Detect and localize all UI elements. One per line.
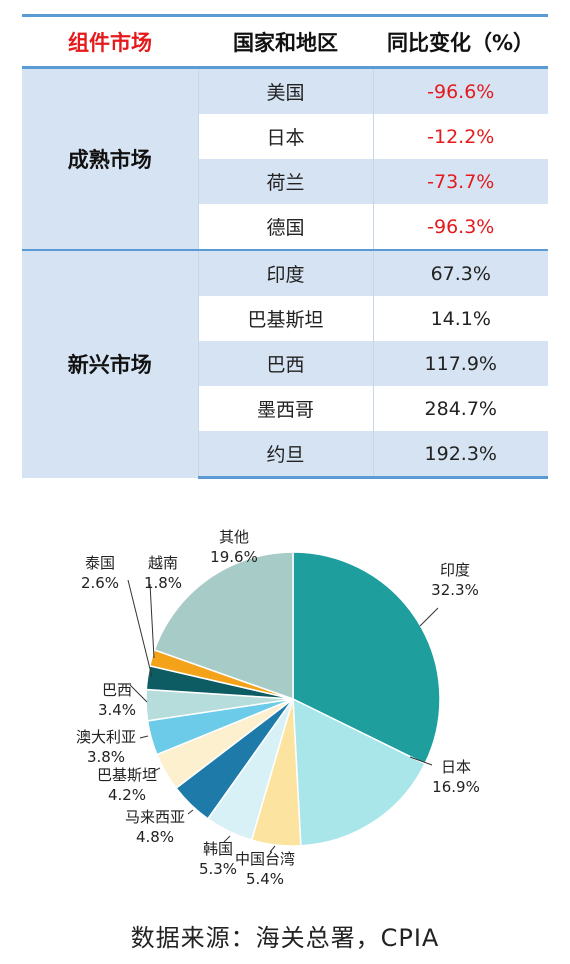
pie-slice-value-label: 3.4% — [98, 701, 136, 719]
country-cell: 荷兰 — [198, 159, 374, 204]
country-cell: 巴基斯坦 — [198, 296, 374, 341]
table-row: 成熟市场 美国 -96.6% — [22, 67, 548, 250]
pie-leader-line — [187, 809, 194, 815]
pie-leader-line — [129, 684, 148, 703]
table-row: 日本 -12.2% — [22, 114, 548, 159]
header-yoy-change: 同比变化（%） — [373, 14, 548, 69]
table-row: 约旦 192.3% — [22, 431, 548, 479]
change-cell: 67.3% — [373, 249, 548, 296]
pie-leader-line — [409, 756, 433, 766]
pie-leader-line — [149, 583, 155, 659]
pie-slice-value-label: 2.6% — [81, 574, 119, 592]
change-cell: -12.2% — [373, 114, 548, 159]
table-row: 墨西哥 284.7% — [22, 386, 548, 431]
pie-leader-line — [269, 845, 276, 853]
country-cell: 美国 — [198, 67, 374, 114]
change-cell: 284.7% — [373, 386, 548, 431]
pie-leader-line — [151, 767, 161, 773]
country-cell: 德国 — [198, 204, 374, 250]
pie-slice-name-label: 其他 — [219, 528, 249, 546]
market-table: 组件市场 国家和地区 同比变化（%） 成熟市场 美国 -96.6% 日本 -12.2% 荷… — [22, 14, 548, 479]
pie-leader-line — [419, 607, 439, 627]
market-group-label: 新兴市场 — [22, 249, 199, 478]
pie-leader-line — [223, 835, 231, 843]
market-table-container: 组件市场 国家和地区 同比变化（%） 成熟市场 美国 -96.6% 日本 -12.2% 荷… — [22, 14, 548, 479]
pie-slice-value-label: 4.8% — [136, 828, 174, 846]
pie-slice-name-label: 印度 — [440, 561, 470, 579]
header-country-region: 国家和地区 — [198, 14, 373, 69]
country-cell: 日本 — [198, 114, 374, 159]
pie-leader-lines — [127, 579, 439, 853]
table-row: 荷兰 -73.7% — [22, 159, 548, 204]
change-cell: 192.3% — [373, 431, 548, 479]
table-row: 巴西 117.9% — [22, 341, 548, 386]
pie-slice-value-label: 19.6% — [210, 548, 258, 566]
change-cell: -73.7% — [373, 159, 548, 204]
pie-slice — [292, 551, 441, 765]
pie-slice-name-label: 韩国 — [203, 840, 233, 858]
table-body: 成熟市场 美国 -96.6% 日本 -12.2% 荷兰 -73.7% 德国 -96.3% 新兴市场… — [22, 67, 548, 479]
table-row: 新兴市场 印度 67.3% — [22, 249, 548, 478]
pie-slice-name-label: 巴西 — [102, 681, 132, 699]
pie-slice-value-label: 5.3% — [199, 860, 237, 878]
country-cell: 巴西 — [198, 341, 374, 386]
pie-slice-value-label: 5.4% — [246, 870, 284, 888]
market-group-label: 成熟市场 — [22, 67, 199, 250]
table-row: 巴基斯坦 14.1% — [22, 296, 548, 341]
pie-slice-name-label: 越南 — [148, 554, 178, 572]
pie-slice-value-label: 4.2% — [108, 786, 146, 804]
pie-leader-line — [139, 735, 149, 739]
pie-slice-name-label: 澳大利亚 — [76, 728, 136, 746]
change-cell: 14.1% — [373, 296, 548, 341]
pie-slice-name-label: 巴基斯坦 — [97, 766, 157, 784]
pie-slice-value-label: 3.8% — [87, 748, 125, 766]
market-share-pie-chart: 印度 32.3% 日本 16.9% 中国台湾 5.4% 韩国 5.3% 马来西亚 4.8% 巴基斯坦… — [76, 528, 480, 888]
pie-slice-value-label: 1.8% — [144, 574, 182, 592]
change-cell: -96.3% — [373, 204, 548, 250]
pie-slice-value-label: 16.9% — [432, 778, 480, 796]
pie-slice-name-label: 泰国 — [85, 554, 115, 572]
pie-leader-line — [127, 579, 153, 678]
pie-slice-value-label: 32.3% — [431, 581, 479, 599]
pie-slices — [145, 551, 441, 847]
pie-slice-name-label: 日本 — [441, 758, 471, 776]
pie-slice-name-label: 马来西亚 — [125, 808, 185, 826]
change-cell: 117.9% — [373, 341, 548, 386]
pie-slice-name-label: 中国台湾 — [235, 850, 295, 868]
pie-slice — [153, 551, 294, 701]
table-row: 德国 -96.3% — [22, 204, 548, 250]
table-header-row: 组件市场 国家和地区 同比变化（%） — [22, 14, 548, 69]
data-source-note: 数据来源：海关总署，CPIA — [130, 924, 440, 952]
country-cell: 印度 — [198, 249, 374, 296]
country-cell: 墨西哥 — [198, 386, 374, 431]
country-cell: 约旦 — [198, 431, 374, 479]
pie-slice — [292, 697, 426, 847]
pie-labels: 印度 32.3% 日本 16.9% 中国台湾 5.4% 韩国 5.3% 马来西亚 4.8% 巴基斯坦… — [76, 528, 480, 888]
change-cell: -96.6% — [373, 67, 548, 114]
header-module-market: 组件市场 — [22, 14, 198, 69]
